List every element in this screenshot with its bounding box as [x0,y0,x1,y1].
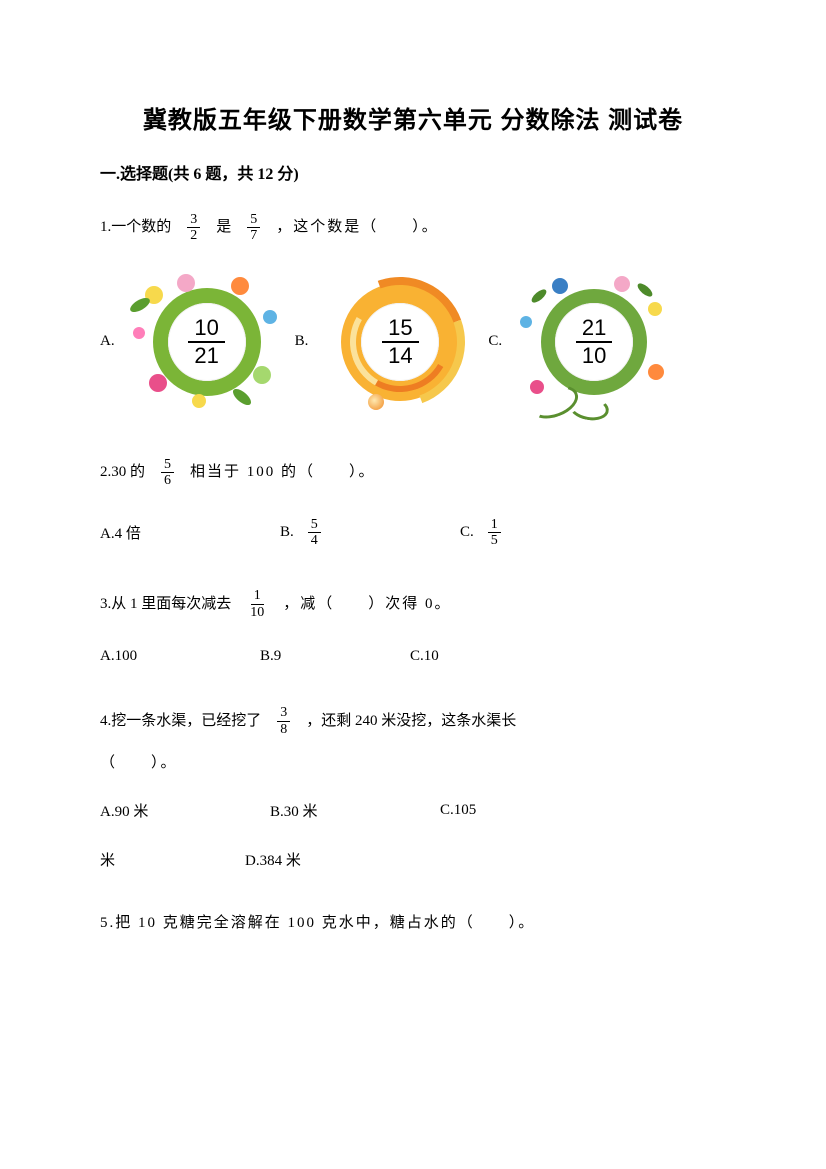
q3-options: A.100 B.9 C.10 [100,648,726,665]
q2-optC-frac: 1 5 [488,517,501,549]
q3-optA: A.100 [100,648,260,665]
q2-pre: 2.30 的 [100,459,145,486]
q3-optC: C.10 [410,648,439,665]
frac-num: 1 [251,588,264,604]
opt-label: C. [460,524,474,541]
question-1: 1.一个数的 3 2 是 5 7 ，这个数是（ ）。 [100,212,726,244]
frac-den: 14 [382,343,418,368]
q1-pre: 1.一个数的 [100,214,171,241]
q4-frac1: 3 8 [277,705,290,737]
frac-num: 5 [247,212,260,228]
q1-optB-frac: 15 14 [382,316,418,368]
frac-den: 4 [308,533,321,548]
q2-post: 相当于 100 的（ ）。 [190,459,376,486]
q1-options: A. 10 21 B. 15 14 C. [100,272,726,412]
q1-frac1: 3 2 [187,212,200,244]
q4-line2: （ ）。 [100,751,726,772]
question-5: 5.把 10 克糖完全溶解在 100 克水中，糖占水的（ ）。 [100,910,726,937]
q1-frac2: 5 7 [247,212,260,244]
frac-den: 7 [247,228,260,243]
q4-optC: C.105 [440,802,476,819]
q3-optB: B.9 [260,648,410,665]
q4-post: ，还剩 240 米没挖，这条水渠长 [306,708,516,735]
question-2: 2.30 的 5 6 相当于 100 的（ ）。 [100,457,726,489]
opt-label: B. [280,524,294,541]
frac-den: 2 [187,228,200,243]
frac-den: 8 [277,722,290,737]
frac-num: 10 [188,316,224,343]
q1-optA-label: A. [100,333,115,350]
frac-num: 3 [277,705,290,721]
question-3: 3.从 1 里面每次减去 1 10 ，减（ ）次得 0。 [100,588,726,620]
frac-den: 5 [488,533,501,548]
q4-optA: A.90 米 [100,800,270,821]
q2-frac1: 5 6 [161,457,174,489]
frac-den: 21 [188,343,224,368]
q1-optA-frac: 10 21 [188,316,224,368]
frac-num: 3 [187,212,200,228]
wreath-option-b: 15 14 [330,272,470,412]
q3-post: ，减（ ）次得 0。 [283,591,451,618]
frac-den: 6 [161,473,174,488]
q2-optB: B. 5 4 [280,517,460,549]
section-heading: 一.选择题(共 6 题，共 12 分) [100,160,726,184]
q2-optB-frac: 5 4 [308,517,321,549]
question-4: 4.挖一条水渠，已经挖了 3 8 ，还剩 240 米没挖，这条水渠长 [100,705,726,737]
wreath-option-c: 21 10 [524,272,664,412]
q4-optD: D.384 米 [245,849,301,870]
q4-pre: 4.挖一条水渠，已经挖了 [100,708,261,735]
wreath-option-a: 10 21 [137,272,277,412]
frac-num: 15 [382,316,418,343]
frac-num: 5 [161,457,174,473]
q3-frac1: 1 10 [247,588,267,620]
q4-line3a: 米 [100,849,245,870]
q2-options: A.4 倍 B. 5 4 C. 1 5 [100,517,726,549]
q1-optC-frac: 21 10 [576,316,612,368]
q3-pre: 3.从 1 里面每次减去 [100,591,231,618]
q1-post: ，这个数是（ ）。 [276,214,439,241]
q1-optC-label: C. [488,333,502,350]
q2-optA: A.4 倍 [100,522,280,543]
q4-options-line1: A.90 米 B.30 米 C.105 [100,800,726,821]
frac-num: 21 [576,316,612,343]
frac-num: 1 [488,517,501,533]
frac-den: 10 [576,343,612,368]
q4-options-line2: 米 D.384 米 [100,849,726,870]
q2-optC: C. 1 5 [460,517,507,549]
q1-optB-label: B. [295,333,309,350]
frac-num: 5 [308,517,321,533]
page-title: 冀教版五年级下册数学第六单元 分数除法 测试卷 [100,100,726,135]
q1-mid: 是 [216,214,231,241]
q4-optB: B.30 米 [270,800,440,821]
frac-den: 10 [247,605,267,620]
